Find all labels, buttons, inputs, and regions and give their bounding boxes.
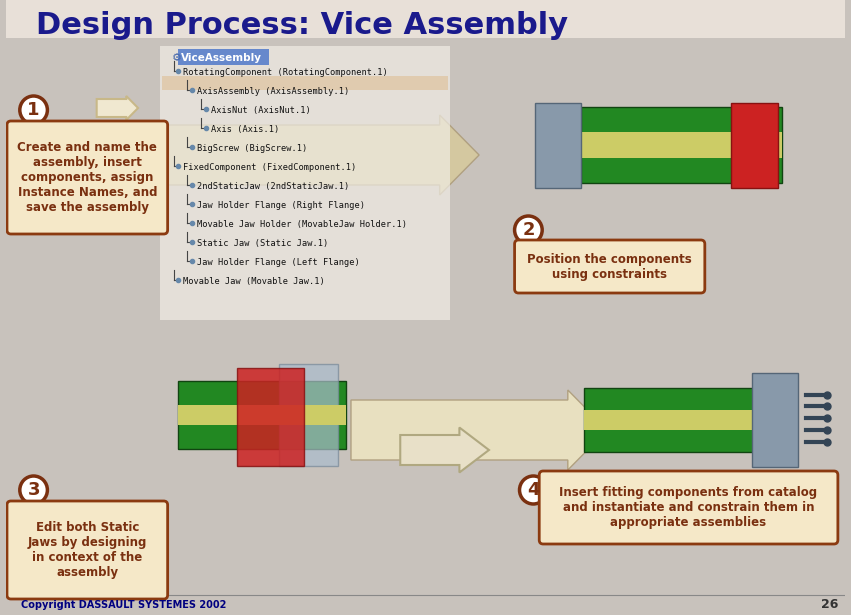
FancyBboxPatch shape <box>6 0 845 38</box>
FancyBboxPatch shape <box>751 373 797 467</box>
Text: Jaw Holder Flange (Left Flange): Jaw Holder Flange (Left Flange) <box>197 258 360 266</box>
Circle shape <box>515 216 542 244</box>
Text: 2: 2 <box>523 221 534 239</box>
FancyArrow shape <box>134 115 479 195</box>
FancyBboxPatch shape <box>534 103 580 188</box>
FancyBboxPatch shape <box>7 121 168 234</box>
FancyBboxPatch shape <box>584 410 768 430</box>
FancyArrow shape <box>400 427 489 472</box>
FancyBboxPatch shape <box>237 368 304 466</box>
FancyBboxPatch shape <box>7 501 168 599</box>
Text: Movable Jaw Holder (MovableJaw Holder.1): Movable Jaw Holder (MovableJaw Holder.1) <box>197 220 408 229</box>
Text: Create and name the
assembly, insert
components, assign
Instance Names, and
save: Create and name the assembly, insert com… <box>17 141 157 214</box>
FancyBboxPatch shape <box>179 405 346 425</box>
Text: 1: 1 <box>27 101 40 119</box>
Text: Edit both Static
Jaws by designing
in context of the
assembly: Edit both Static Jaws by designing in co… <box>27 521 147 579</box>
FancyBboxPatch shape <box>584 387 768 452</box>
Text: Static Jaw (Static Jaw.1): Static Jaw (Static Jaw.1) <box>197 239 328 247</box>
FancyBboxPatch shape <box>580 132 782 158</box>
Text: ⚙: ⚙ <box>172 53 181 63</box>
FancyBboxPatch shape <box>580 107 782 183</box>
FancyArrow shape <box>351 390 608 470</box>
Text: 4: 4 <box>527 481 540 499</box>
Text: Jaw Holder Flange (Right Flange): Jaw Holder Flange (Right Flange) <box>197 200 365 210</box>
FancyBboxPatch shape <box>540 471 838 544</box>
Text: Movable Jaw (Movable Jaw.1): Movable Jaw (Movable Jaw.1) <box>184 277 325 285</box>
Text: Position the components
using constraints: Position the components using constraint… <box>528 253 692 280</box>
Text: 2ndStaticJaw (2ndStaticJaw.1): 2ndStaticJaw (2ndStaticJaw.1) <box>197 181 350 191</box>
FancyBboxPatch shape <box>731 103 778 188</box>
FancyBboxPatch shape <box>162 76 448 90</box>
Text: Design Process: Vice Assembly: Design Process: Vice Assembly <box>36 10 568 39</box>
Text: AxisAssembly (AxisAssembly.1): AxisAssembly (AxisAssembly.1) <box>197 87 350 95</box>
Text: AxisNut (AxisNut.1): AxisNut (AxisNut.1) <box>211 106 311 114</box>
Circle shape <box>20 96 48 124</box>
FancyBboxPatch shape <box>179 381 346 449</box>
Text: 3: 3 <box>27 481 40 499</box>
Circle shape <box>519 476 547 504</box>
FancyBboxPatch shape <box>6 0 845 615</box>
Text: Axis (Axis.1): Axis (Axis.1) <box>211 124 279 133</box>
FancyBboxPatch shape <box>179 49 269 65</box>
Text: Insert fitting components from catalog
and instantiate and constrain them in
app: Insert fitting components from catalog a… <box>559 486 818 529</box>
Text: 26: 26 <box>821 598 839 611</box>
FancyBboxPatch shape <box>515 240 705 293</box>
Text: Copyright DASSAULT SYSTEMES 2002: Copyright DASSAULT SYSTEMES 2002 <box>20 600 226 610</box>
FancyBboxPatch shape <box>279 364 338 466</box>
Circle shape <box>20 476 48 504</box>
FancyBboxPatch shape <box>160 46 449 320</box>
Text: ViceAssembly: ViceAssembly <box>181 53 262 63</box>
Text: FixedComponent (FixedComponent.1): FixedComponent (FixedComponent.1) <box>184 162 357 172</box>
FancyArrow shape <box>97 96 138 120</box>
Text: BigScrew (BigScrew.1): BigScrew (BigScrew.1) <box>197 143 307 153</box>
Text: RotatingComponent (RotatingComponent.1): RotatingComponent (RotatingComponent.1) <box>184 68 388 76</box>
